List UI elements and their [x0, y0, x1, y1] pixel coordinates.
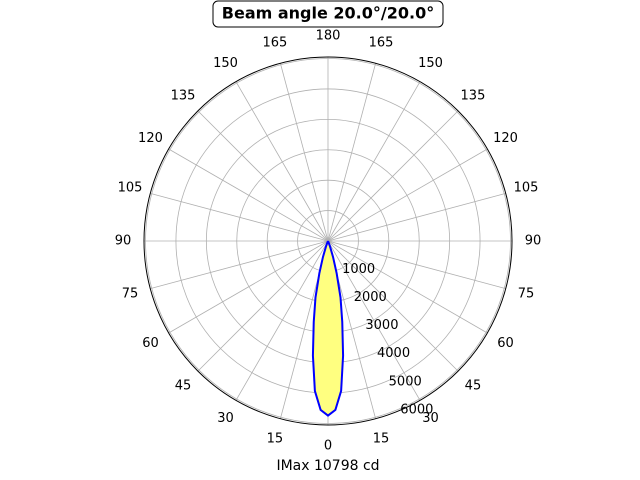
beam-area: [312, 241, 344, 416]
theta-grid-line: [150, 192, 329, 242]
r-tick-label: 5000: [389, 374, 422, 389]
theta-grid-line: [327, 148, 488, 242]
theta-tick-label: 90: [525, 234, 542, 249]
theta-tick-label: 180: [316, 29, 341, 44]
theta-tick-label: 15: [267, 432, 284, 447]
theta-grid-line: [327, 63, 377, 242]
theta-tick-label: 165: [263, 35, 288, 50]
theta-tick-label: 135: [171, 89, 196, 104]
title-box: [212, 0, 444, 28]
theta-tick-label: 105: [514, 180, 539, 195]
beam-line: [311, 240, 345, 417]
r-tick-label: 6000: [400, 402, 433, 417]
polar-frame: [143, 56, 513, 426]
theta-tick-label: 150: [418, 56, 443, 71]
theta-tick-label: 30: [422, 411, 439, 426]
theta-grid-line: [197, 240, 329, 372]
theta-tick-label: 15: [373, 432, 390, 447]
theta-tick-label: 90: [115, 234, 132, 249]
theta-grid-line: [235, 81, 329, 242]
theta-tick-label: 120: [493, 131, 518, 146]
theta-tick-label: 60: [497, 336, 514, 351]
theta-tick-label: 45: [175, 378, 192, 393]
x-axis-label: IMax 10798 cd: [276, 458, 379, 474]
chart-title: Beam angle 20.0°/20.0°: [222, 4, 434, 23]
r-tick-label: 4000: [377, 346, 410, 361]
theta-grid-line: [327, 110, 459, 242]
theta-tick-label: 75: [122, 287, 139, 302]
theta-grid-line: [168, 148, 329, 242]
r-tick-label: 2000: [354, 290, 387, 305]
r-tick-label: 1000: [342, 262, 375, 277]
theta-tick-label: 135: [461, 89, 486, 104]
theta-tick-label: 30: [217, 411, 234, 426]
theta-grid-line: [168, 240, 329, 334]
theta-grid-line: [327, 81, 421, 242]
theta-tick-label: 45: [465, 378, 482, 393]
theta-grid-line: [327, 240, 488, 334]
theta-tick-label: 0: [324, 439, 332, 454]
theta-tick-label: 150: [213, 56, 238, 71]
theta-grid-line: [150, 240, 329, 290]
theta-grid-line: [279, 63, 329, 242]
theta-tick-label: 165: [369, 35, 394, 50]
theta-tick-label: 120: [138, 131, 163, 146]
r-grid-line: [145, 58, 511, 424]
theta-tick-label: 75: [518, 287, 535, 302]
r-tick-label: 3000: [365, 318, 398, 333]
theta-tick-label: 60: [142, 336, 159, 351]
theta-grid-line: [327, 192, 506, 242]
theta-grid-line: [197, 110, 329, 242]
theta-tick-label: 105: [118, 180, 143, 195]
